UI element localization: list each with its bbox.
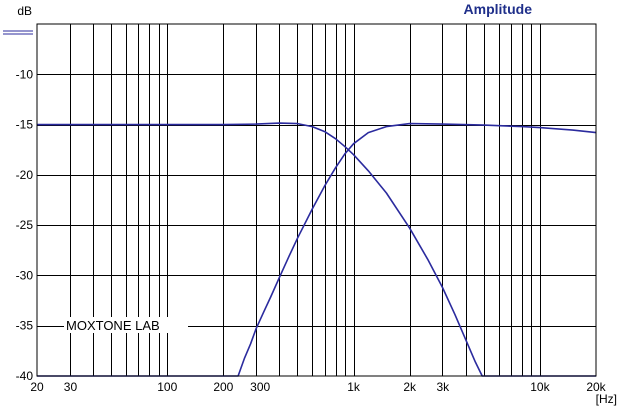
x-tick-label: 3k — [436, 380, 450, 394]
x-tick-labels: 20 30 100 200 300 1k 2k 3k 10k 20k — [30, 380, 606, 394]
x-tick-label: 1k — [347, 380, 361, 394]
dB-marker-icon — [3, 30, 33, 35]
x-tick-label: 2k — [403, 380, 417, 394]
series-1-line — [37, 122, 596, 377]
plot-frame — [36, 23, 597, 377]
x-tick-label: 300 — [250, 380, 270, 394]
x-tick-label: 100 — [157, 380, 177, 394]
series-2-line — [37, 122, 597, 377]
annotation-label: MOXTONE LAB — [66, 318, 160, 333]
chart-title: Amplitude — [464, 1, 533, 17]
x-tick-label: 10k — [530, 380, 550, 394]
x-tick-label: 30 — [64, 380, 78, 394]
y-tick-label: -30 — [16, 268, 34, 282]
y-tick-label: -25 — [16, 218, 34, 232]
x-tick-label: 20 — [30, 380, 44, 394]
y-tick-label: -15 — [16, 118, 34, 132]
y-tick-labels: -10 -15 -20 -25 -30 -35 -40 — [16, 67, 34, 383]
y-tick-label: -10 — [16, 67, 34, 81]
x-tick-label: 200 — [213, 380, 233, 394]
annotation-background — [64, 317, 188, 333]
x-axis-unit-label: [Hz] — [596, 392, 617, 406]
y-tick-label: -20 — [16, 168, 34, 182]
y-tick-label: -35 — [16, 319, 34, 333]
x-tick-label: 20k — [586, 380, 606, 394]
curves — [37, 122, 597, 377]
y-axis-unit-label: dB — [17, 4, 32, 18]
y-tick-label: -40 — [16, 369, 34, 383]
grid — [37, 24, 596, 376]
